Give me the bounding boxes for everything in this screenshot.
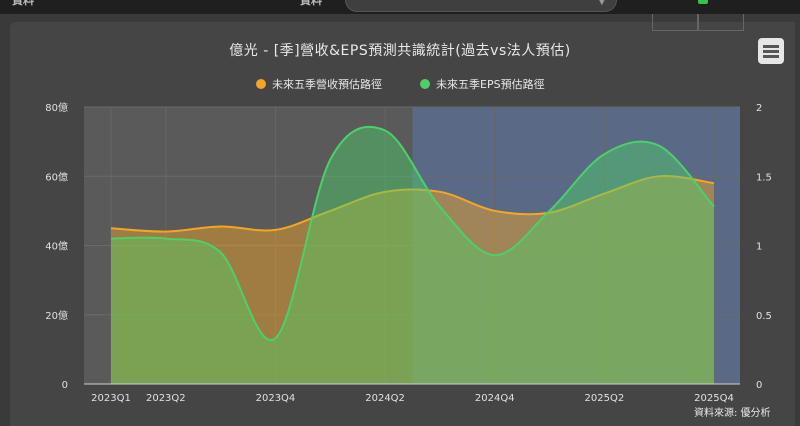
- top-fragment-mid: 資料: [300, 0, 322, 7]
- status-indicator-icon: [698, 0, 708, 4]
- series-line-0: [110, 175, 715, 233]
- data-point-0: [713, 182, 716, 185]
- data-point-1: [438, 205, 441, 208]
- y-right-tick-label: 0.5: [756, 311, 772, 322]
- chart-menu-button[interactable]: [758, 38, 784, 64]
- source-label: 資料來源: 優分析: [694, 408, 771, 419]
- legend-label-eps: 未來五季EPS預估路徑: [436, 78, 545, 91]
- data-point-1: [329, 158, 332, 161]
- chart-title: 億光 - [季]營收&EPS預測共識統計(過去vs法人預估): [229, 43, 571, 59]
- legend-item-eps[interactable]: 未來五季EPS預估路徑: [420, 76, 545, 92]
- x-tick-label: 2023Q4: [256, 393, 296, 404]
- x-tick-label: 2025Q4: [694, 393, 734, 404]
- data-point-0: [164, 230, 167, 233]
- top-fragment-left: 資料: [12, 0, 34, 7]
- data-point-0: [219, 225, 222, 228]
- legend-label-revenue: 未來五季營收預估路徑: [272, 78, 382, 91]
- chevron-down-icon[interactable]: ▼: [598, 0, 606, 7]
- top-bar: 資料 資料 ▼: [0, 0, 800, 14]
- x-tick-label: 2023Q2: [146, 393, 186, 404]
- x-tick-label: 2024Q2: [365, 393, 405, 404]
- data-point-1: [164, 237, 167, 240]
- panel-tab-1[interactable]: [652, 14, 698, 31]
- data-point-1: [384, 129, 387, 132]
- y-left-tick-label: 60億: [45, 170, 68, 183]
- hamburger-icon: [763, 45, 779, 48]
- data-point-1: [603, 153, 606, 156]
- x-tick-label: 2023Q1: [91, 393, 131, 404]
- data-point-0: [493, 209, 496, 212]
- data-point-1: [493, 254, 496, 257]
- y-left-tick-label: 0: [62, 380, 68, 391]
- series-line-1: [110, 125, 715, 342]
- data-point-1: [219, 251, 222, 254]
- x-tick-label: 2024Q4: [475, 393, 515, 404]
- y-right-tick-label: 1.5: [756, 172, 772, 183]
- data-point-1: [110, 237, 113, 240]
- y-right-tick-label: 1: [756, 242, 762, 253]
- data-point-1: [274, 337, 277, 340]
- y-left-tick-label: 40億: [45, 240, 68, 253]
- data-point-1: [713, 205, 716, 208]
- y-right-tick-label: 0: [756, 380, 762, 391]
- y-left-tick-label: 80億: [45, 101, 68, 114]
- y-left-tick-label: 20億: [45, 309, 68, 322]
- y-right-tick-label: 2: [756, 103, 762, 114]
- legend-item-revenue[interactable]: 未來五季營收預估路徑: [256, 76, 382, 92]
- data-point-0: [274, 228, 277, 231]
- data-point-1: [548, 209, 551, 212]
- data-point-1: [658, 144, 661, 147]
- series-area-1: [111, 126, 714, 384]
- legend-dot-eps: [420, 79, 430, 89]
- data-point-0: [438, 190, 441, 193]
- x-tick-label: 2025Q2: [585, 393, 625, 404]
- legend-dot-revenue: [256, 79, 266, 89]
- series-area-0: [111, 176, 714, 384]
- panel-tab-2[interactable]: [698, 14, 744, 31]
- data-point-0: [110, 227, 113, 230]
